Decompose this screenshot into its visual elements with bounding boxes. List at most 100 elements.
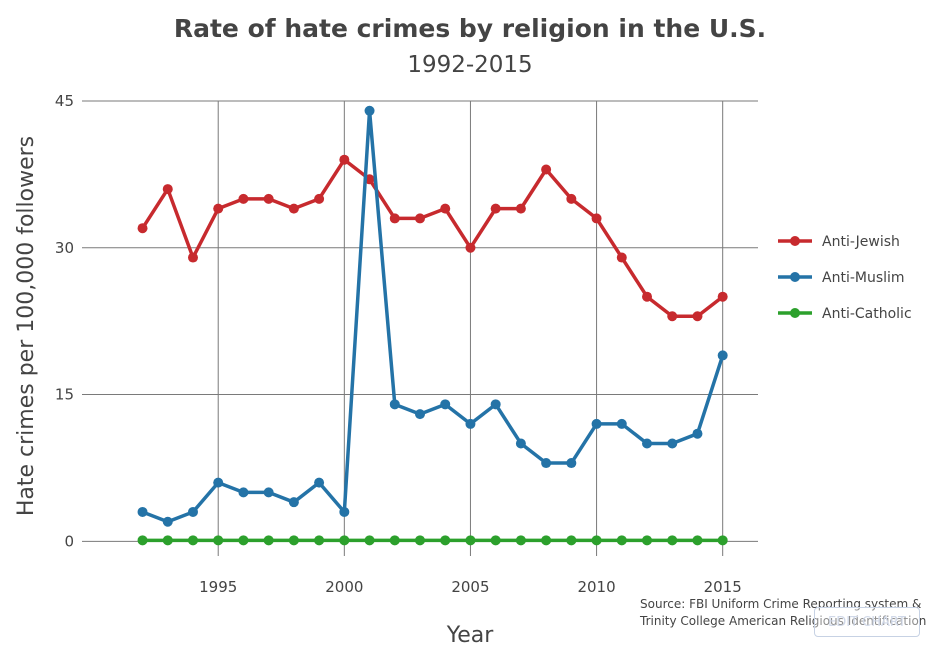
legend-item-anti-muslim: Anti-Muslim [778, 270, 905, 286]
y-axis-title: Hate crimes per 100,000 followers [14, 136, 39, 516]
anti-catholic-point [541, 535, 552, 546]
anti-jewish-line [141, 157, 724, 319]
anti-muslim-point [591, 418, 602, 429]
anti-muslim-point [389, 399, 400, 410]
anti-jewish-point [490, 203, 501, 214]
series-anti-jewish [137, 154, 728, 322]
anti-catholic-point [642, 535, 653, 546]
anti-jewish-point [162, 184, 173, 195]
anti-jewish-point [566, 193, 577, 204]
anti-muslim-point [339, 506, 350, 517]
anti-jewish-point [187, 252, 198, 263]
anti-muslim-point [440, 399, 451, 410]
series-anti-catholic [137, 535, 728, 546]
series-anti-muslim [137, 105, 728, 527]
anti-catholic-point [566, 535, 577, 546]
anti-catholic-point [288, 535, 299, 546]
anti-muslim-point [616, 418, 627, 429]
legend-swatch-marker [790, 308, 800, 318]
anti-muslim-point [288, 497, 299, 508]
anti-jewish-point [339, 154, 350, 165]
anti-muslim-point [213, 477, 224, 488]
anti-catholic-point [692, 535, 703, 546]
x-tick-label: 2000 [325, 578, 363, 596]
anti-jewish-point [591, 213, 602, 224]
anti-catholic-point [238, 535, 249, 546]
anti-catholic-point [515, 535, 526, 546]
anti-catholic-point [314, 535, 325, 546]
anti-jewish-point [440, 203, 451, 214]
anti-muslim-point [692, 428, 703, 439]
x-tick-label: 1995 [199, 578, 237, 596]
anti-catholic-point [465, 535, 476, 546]
anti-catholic-point [137, 535, 148, 546]
anti-catholic-point [162, 535, 173, 546]
anti-jewish-point [515, 203, 526, 214]
anti-muslim-point [364, 105, 375, 116]
edit-chart-button[interactable]: EDIT CHART [814, 607, 920, 637]
anti-jewish-point [642, 291, 653, 302]
source-line-2: Trinity College American Religious Ident… [639, 614, 926, 628]
anti-catholic-point [616, 535, 627, 546]
anti-muslim-point [137, 506, 148, 517]
x-tick-label: 2010 [577, 578, 615, 596]
y-tick-label: 0 [64, 532, 74, 550]
anti-jewish-point [692, 311, 703, 322]
legend-item-anti-jewish: Anti-Jewish [778, 234, 900, 250]
anti-jewish-point [667, 311, 678, 322]
anti-muslim-point [717, 350, 728, 361]
legend-label: Anti-Catholic [822, 306, 912, 322]
anti-jewish-point [213, 203, 224, 214]
y-tick-label: 45 [55, 92, 74, 110]
chart-title: Rate of hate crimes by religion in the U… [174, 14, 766, 43]
anti-catholic-point [389, 535, 400, 546]
anti-catholic-point [667, 535, 678, 546]
legend-swatch-marker [790, 236, 800, 246]
x-tick-label: 2005 [451, 578, 489, 596]
anti-catholic-point [213, 535, 224, 546]
anti-muslim-point [465, 418, 476, 429]
anti-muslim-point [314, 477, 325, 488]
anti-jewish-point [288, 203, 299, 214]
anti-jewish-point [389, 213, 400, 224]
anti-jewish-point [616, 252, 627, 263]
legend: Anti-Jewish Anti-Muslim Anti-Catholic [778, 234, 912, 322]
anti-catholic-point [263, 535, 274, 546]
grid [82, 100, 758, 556]
legend-swatch-marker [790, 272, 800, 282]
legend-label: Anti-Muslim [822, 270, 905, 286]
anti-catholic-point [415, 535, 425, 546]
anti-jewish-point [717, 291, 728, 302]
anti-muslim-point [541, 458, 552, 469]
y-tick-label: 15 [55, 386, 74, 404]
anti-jewish-point [314, 193, 325, 204]
x-axis-title: Year [446, 623, 495, 648]
anti-catholic-point [364, 535, 375, 546]
anti-muslim-point [162, 516, 173, 527]
anti-jewish-point [137, 223, 148, 234]
anti-muslim-point [642, 438, 653, 449]
legend-label: Anti-Jewish [822, 234, 900, 250]
x-tick-labels: 1995 2000 2005 2010 2015 [199, 578, 742, 596]
chart-subtitle: 1992-2015 [407, 52, 532, 78]
anti-catholic-point [591, 535, 602, 546]
anti-muslim-point [566, 458, 577, 469]
anti-muslim-point [415, 409, 425, 420]
series-group [137, 105, 728, 546]
anti-jewish-point [541, 164, 552, 175]
anti-catholic-point [339, 535, 350, 546]
y-tick-label: 30 [55, 239, 74, 257]
anti-muslim-line [141, 109, 725, 524]
anti-jewish-point [465, 242, 476, 253]
x-tick-label: 2015 [704, 578, 742, 596]
y-tick-labels: 0 15 30 45 [55, 92, 74, 550]
anti-muslim-point [238, 487, 249, 498]
anti-catholic-point [440, 535, 451, 546]
anti-muslim-point [187, 506, 198, 517]
anti-catholic-point [187, 535, 198, 546]
anti-catholic-point [490, 535, 501, 546]
anti-jewish-point [263, 193, 274, 204]
anti-muslim-point [490, 399, 501, 410]
anti-muslim-point [515, 438, 526, 449]
